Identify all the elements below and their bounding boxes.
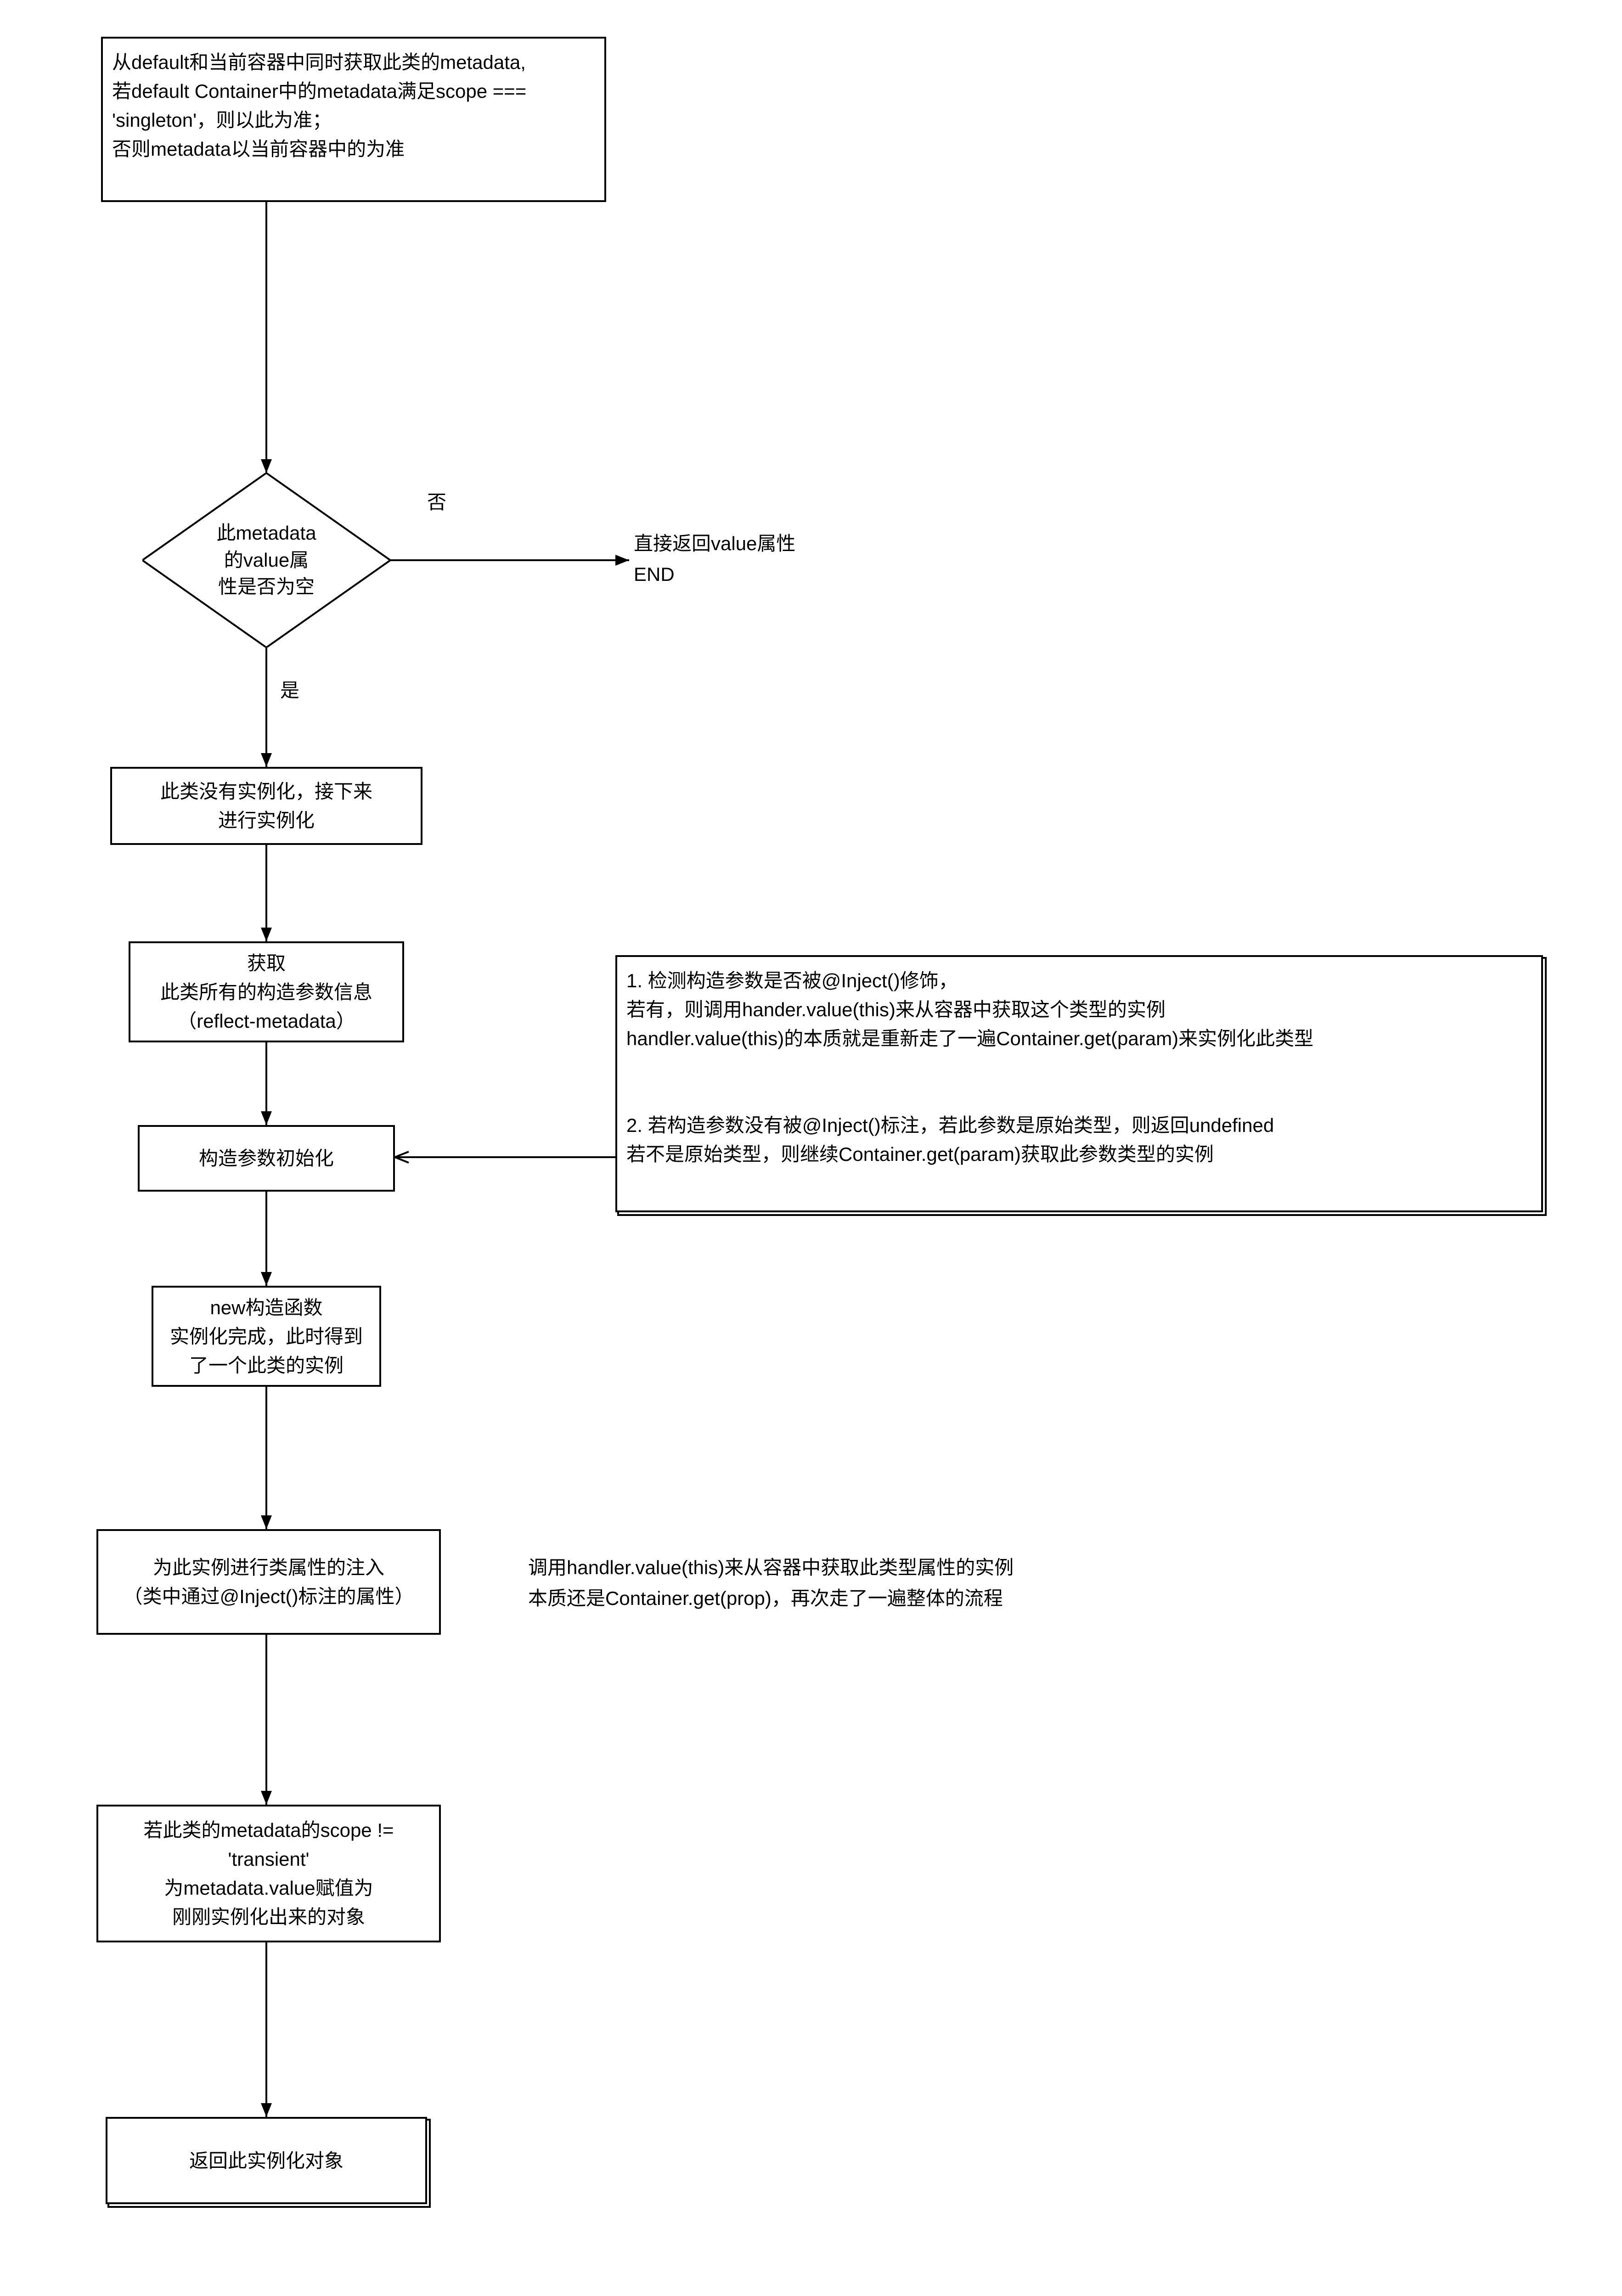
flowchart-node-n8: 若此类的metadata的scope != 'transient' 为metad…: [96, 1805, 441, 1942]
flowchart-edge: [248, 1924, 285, 2135]
flowchart-label-t_yes: 是: [280, 675, 299, 706]
flowchart-node-n1: 从default和当前容器中同时获取此类的metadata, 若default …: [101, 37, 606, 202]
flowchart-edge: [248, 827, 285, 960]
flowchart-edge: [248, 1368, 285, 1548]
flowchart-edge: [248, 1616, 285, 1823]
flowchart-node-n9: 返回此实例化对象: [106, 2117, 427, 2204]
flowchart-node-n2: 此类没有实例化，接下来 进行实例化: [110, 767, 422, 845]
flowchart-node-n6: new构造函数 实例化完成，此时得到 了一个此类的实例: [152, 1286, 381, 1387]
flowchart-edge: [377, 1139, 634, 1176]
flowchart-node-n7: 为此实例进行类属性的注入 （类中通过@Inject()标注的属性）: [96, 1529, 441, 1635]
flowchart-edge: [248, 629, 285, 785]
flowchart-edge: [248, 184, 285, 491]
flowchart-decision-label: 此metadata 的value属 性是否为空: [142, 473, 390, 647]
flowchart-node-n3: 获取 此类所有的构造参数信息 （reflect-metadata）: [129, 941, 404, 1042]
flowchart-label-t7: 调用handler.value(this)来从容器中获取此类型属性的实例 本质还…: [528, 1552, 1014, 1614]
flowchart-node-n4: 构造参数初始化: [138, 1125, 395, 1192]
flowchart-decision-d1: 此metadata 的value属 性是否为空: [142, 473, 390, 647]
flowchart-edge: [248, 1173, 285, 1304]
flowchart-edge: [372, 542, 648, 579]
flowchart-label-t_no: 否: [427, 487, 446, 518]
flowchart-node-n5: 1. 检测构造参数是否被@Inject()修饰， 若有，则调用hander.va…: [615, 955, 1543, 1212]
flowchart-label-t_end: 直接返回value属性 END: [634, 528, 795, 590]
flowchart-canvas: 从default和当前容器中同时获取此类的metadata, 若default …: [0, 0, 1622, 2296]
